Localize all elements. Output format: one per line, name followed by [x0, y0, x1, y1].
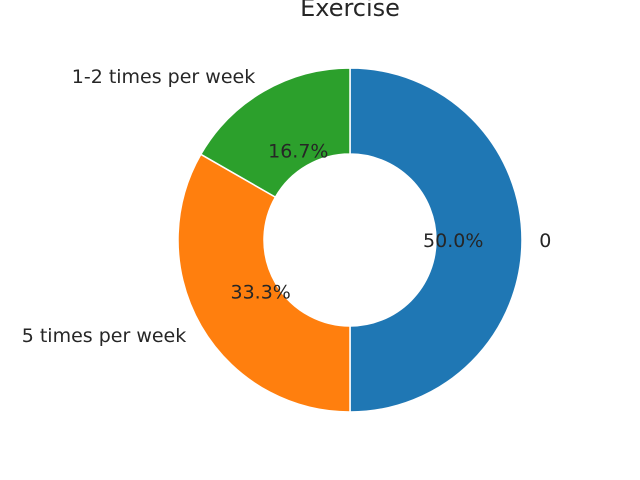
slices-group — [177, 67, 523, 413]
slice-5-times-per-week — [177, 153, 351, 413]
labels-group: 50.0% 0 33.3% 5 times per week 16.7% 1-2 time… — [22, 66, 552, 347]
slice-category-label: 5 times per week — [22, 325, 187, 347]
slice-1-2-times-per-week — [199, 67, 351, 199]
slice-percent-label: 50.0% — [423, 230, 483, 252]
slice-percent-label: 16.7% — [268, 141, 328, 163]
slice-category-label: 0 — [539, 230, 551, 252]
slice-0 — [349, 67, 523, 413]
slice-category-label: 1-2 times per week — [72, 66, 255, 88]
slice-percent-label: 33.3% — [231, 282, 291, 304]
chart-title: Exercise — [300, 0, 400, 22]
